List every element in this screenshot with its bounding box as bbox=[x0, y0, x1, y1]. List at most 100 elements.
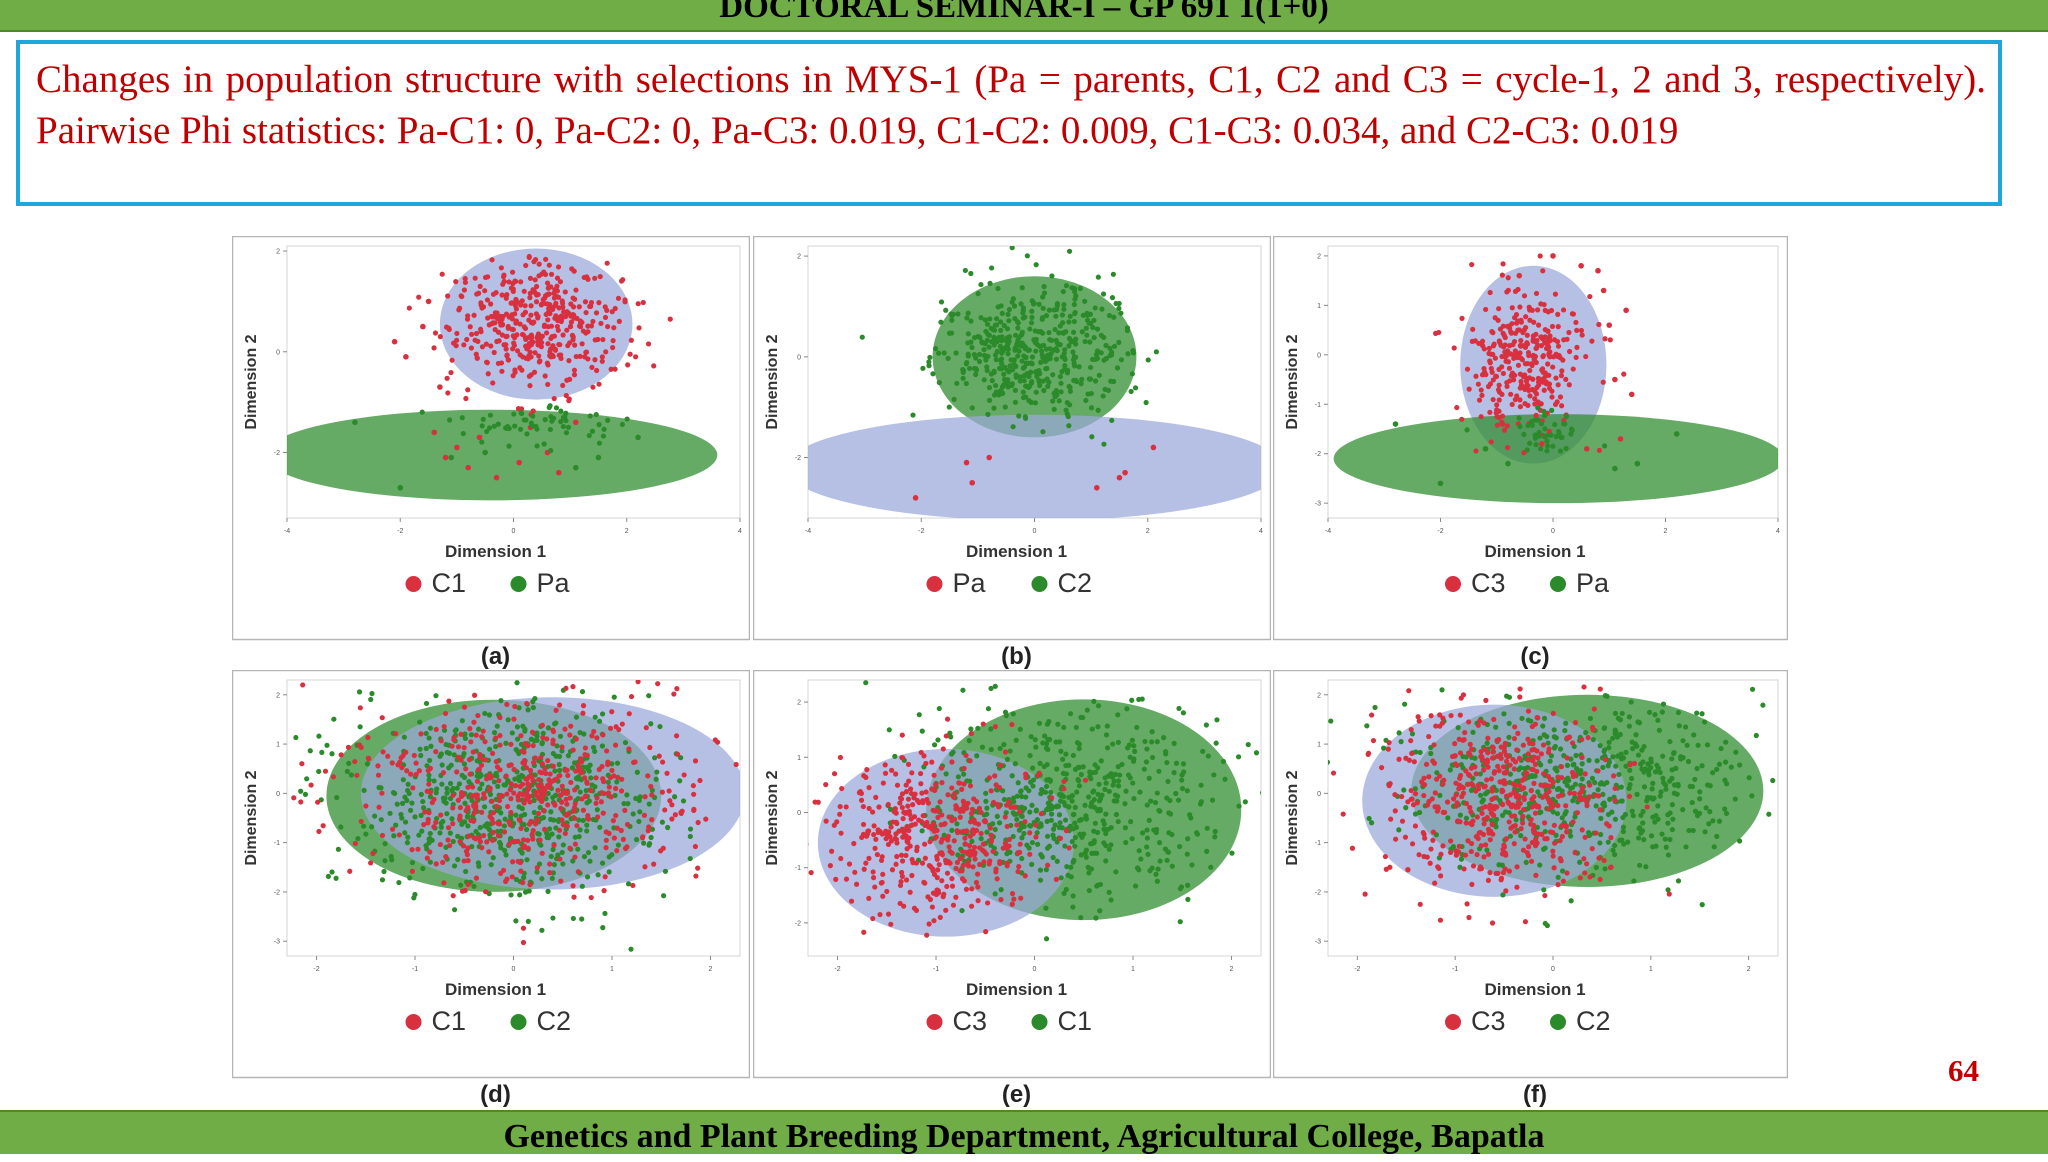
data-point-c3 bbox=[1559, 793, 1564, 798]
data-point-c2 bbox=[546, 725, 551, 730]
data-point-c2 bbox=[1613, 764, 1618, 769]
data-point-c1 bbox=[500, 332, 505, 337]
data-point-c1 bbox=[1037, 721, 1042, 726]
data-point-c3 bbox=[1005, 845, 1010, 850]
data-point-c1 bbox=[490, 380, 495, 385]
data-point-c2 bbox=[1072, 289, 1077, 294]
data-point-c3 bbox=[1516, 363, 1521, 368]
data-point-c3 bbox=[938, 915, 943, 920]
data-point-c3 bbox=[1466, 750, 1471, 755]
data-point-c3 bbox=[1536, 323, 1541, 328]
data-point-c2 bbox=[1670, 817, 1675, 822]
data-point-c2 bbox=[1397, 730, 1402, 735]
data-point-c1 bbox=[1167, 798, 1172, 803]
data-point-c2 bbox=[369, 824, 374, 829]
data-point-c2 bbox=[1718, 746, 1723, 751]
data-point-c2 bbox=[389, 857, 394, 862]
x-tick-label: 2 bbox=[1230, 966, 1234, 973]
data-point-c1 bbox=[1107, 890, 1112, 895]
data-point-c3 bbox=[1522, 293, 1527, 298]
data-point-c3 bbox=[1508, 762, 1513, 767]
data-point-c1 bbox=[597, 767, 602, 772]
data-point-c3 bbox=[1383, 854, 1388, 859]
data-point-c2 bbox=[1006, 318, 1011, 323]
data-point-c3 bbox=[1523, 314, 1528, 319]
data-point-c3 bbox=[931, 918, 936, 923]
data-point-c2 bbox=[1003, 346, 1008, 351]
data-point-c3 bbox=[1424, 762, 1429, 767]
panel-label: (e) bbox=[1002, 1081, 1031, 1108]
data-point-c1 bbox=[583, 350, 588, 355]
data-point-c1 bbox=[613, 813, 618, 818]
data-point-c3 bbox=[1039, 811, 1044, 816]
data-point-c2 bbox=[1034, 262, 1039, 267]
data-point-c1 bbox=[629, 338, 634, 343]
caption-text: Changes in population structure with sel… bbox=[36, 54, 1986, 156]
data-point-c1 bbox=[623, 846, 628, 851]
data-point-c2 bbox=[1661, 780, 1666, 785]
data-point-c1 bbox=[553, 348, 558, 353]
data-point-c3 bbox=[1559, 373, 1564, 378]
data-point-c2 bbox=[1631, 813, 1636, 818]
data-point-c2 bbox=[1597, 840, 1602, 845]
data-point-c1 bbox=[462, 858, 467, 863]
data-point-c1 bbox=[542, 827, 547, 832]
data-point-c3 bbox=[1545, 329, 1550, 334]
data-point-c2 bbox=[552, 862, 557, 867]
data-point-c3 bbox=[1465, 367, 1470, 372]
data-point-c1 bbox=[585, 277, 590, 282]
data-point-c1 bbox=[585, 329, 590, 334]
data-point-c1 bbox=[1116, 819, 1121, 824]
data-point-c2 bbox=[978, 282, 983, 287]
data-point-c2 bbox=[930, 371, 935, 376]
data-point-c1 bbox=[1057, 792, 1062, 797]
data-point-c2 bbox=[1578, 771, 1583, 776]
data-point-c1 bbox=[668, 317, 673, 322]
data-point-c3 bbox=[1632, 761, 1637, 766]
data-point-c1 bbox=[479, 302, 484, 307]
y-tick-label: -3 bbox=[1315, 501, 1321, 508]
data-point-c1 bbox=[531, 743, 536, 748]
data-point-c3 bbox=[1499, 876, 1504, 881]
data-point-pa bbox=[594, 412, 599, 417]
data-point-c3 bbox=[866, 785, 871, 790]
data-point-c1 bbox=[477, 435, 483, 441]
data-point-c2 bbox=[1658, 794, 1663, 799]
y-tick-label: -3 bbox=[1315, 939, 1321, 946]
data-point-c2 bbox=[999, 366, 1004, 371]
data-point-c3 bbox=[979, 831, 984, 836]
data-point-c1 bbox=[1130, 780, 1135, 785]
data-point-pa bbox=[519, 411, 524, 416]
data-point-c2 bbox=[412, 814, 417, 819]
data-point-c3 bbox=[1505, 324, 1510, 329]
data-point-c3 bbox=[908, 786, 913, 791]
data-point-c1 bbox=[616, 296, 621, 301]
data-point-c1 bbox=[500, 282, 505, 287]
data-point-c3 bbox=[959, 856, 964, 861]
data-point-pa bbox=[1525, 447, 1530, 452]
data-point-c3 bbox=[1431, 742, 1436, 747]
data-point-c2 bbox=[1604, 780, 1609, 785]
data-point-c1 bbox=[589, 895, 594, 900]
data-point-c3 bbox=[1551, 853, 1556, 858]
data-point-c2 bbox=[999, 361, 1004, 366]
data-point-c2 bbox=[1437, 793, 1442, 798]
data-point-c3 bbox=[944, 860, 949, 865]
data-point-c1 bbox=[359, 745, 364, 750]
data-point-c2 bbox=[1067, 385, 1072, 390]
data-point-c3 bbox=[975, 884, 980, 889]
data-point-c1 bbox=[481, 757, 486, 762]
data-point-c2 bbox=[1677, 723, 1682, 728]
data-point-c3 bbox=[1479, 414, 1484, 419]
data-point-c3 bbox=[1464, 820, 1469, 825]
data-point-c2 bbox=[1026, 374, 1031, 379]
data-point-c3 bbox=[1534, 345, 1539, 350]
data-point-c2 bbox=[600, 743, 605, 748]
data-point-c3 bbox=[1567, 349, 1572, 354]
data-point-c1 bbox=[1147, 868, 1152, 873]
data-point-pa bbox=[605, 418, 610, 423]
data-point-c1 bbox=[533, 821, 538, 826]
data-point-c1 bbox=[545, 783, 550, 788]
data-point-c1 bbox=[528, 313, 533, 318]
